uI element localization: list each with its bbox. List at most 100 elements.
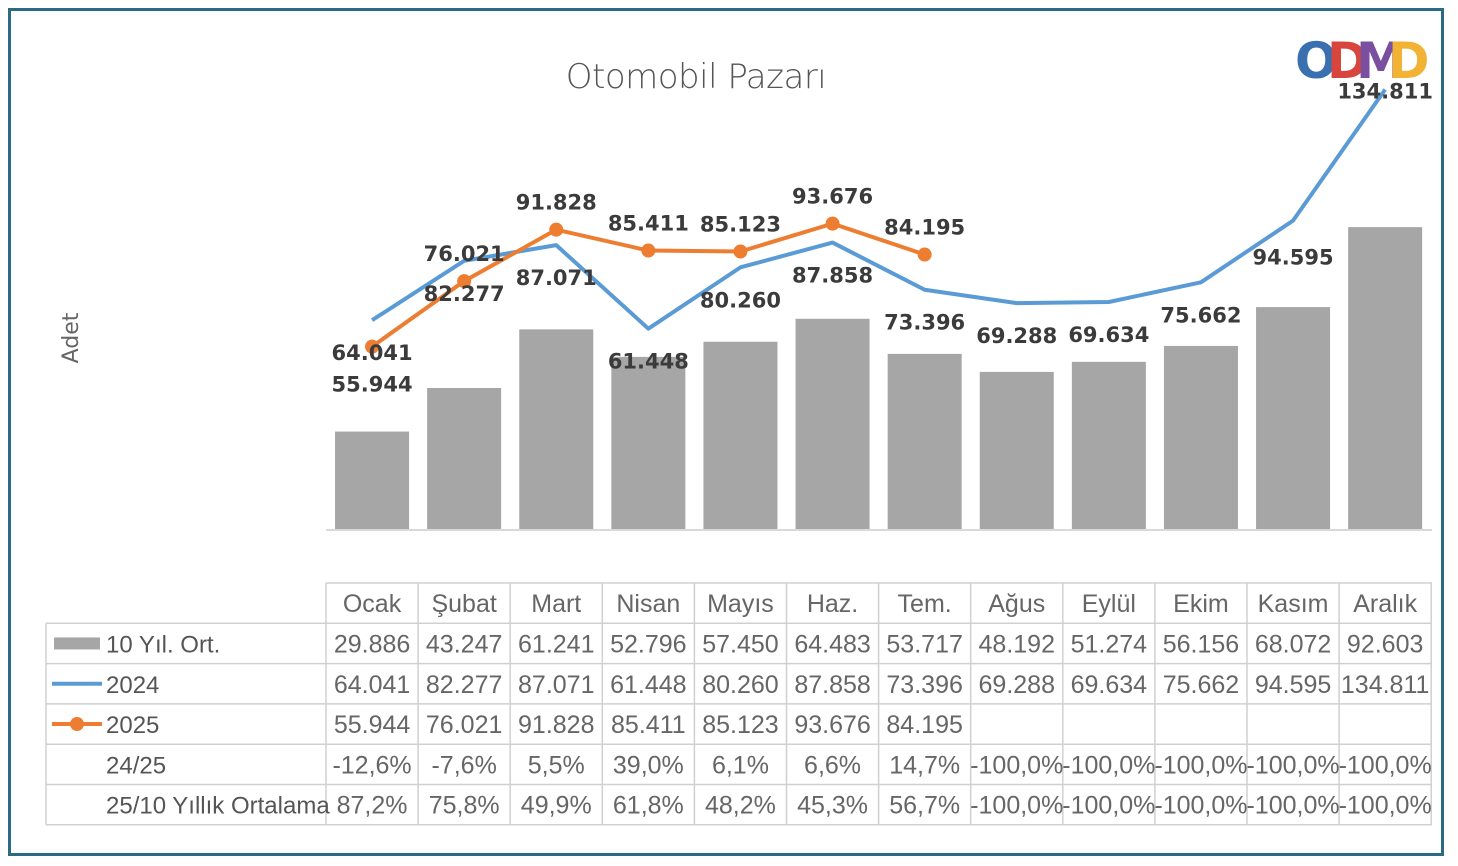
- table-cell: 52.796: [610, 630, 686, 658]
- bar: [611, 356, 686, 529]
- table-cell: 85.411: [611, 711, 686, 739]
- table-cell: -100,0%: [1154, 751, 1247, 779]
- data-label-2024: 61.448: [608, 350, 689, 374]
- table-cell: 29.886: [334, 630, 410, 658]
- table-cell: -100,0%: [1339, 792, 1432, 820]
- table-header-cell: Ağus: [988, 590, 1045, 618]
- table-header-cell: Mart: [531, 590, 581, 618]
- table-cell: 68.072: [1255, 630, 1331, 658]
- bar: [1071, 361, 1146, 529]
- table-header-cell: Kasım: [1258, 590, 1329, 618]
- table-cell: 75,8%: [429, 792, 500, 820]
- chart-title: Otomobil Pazarı: [566, 57, 827, 97]
- table-cell: 61.241: [518, 630, 594, 658]
- table-cell: 49,9%: [521, 792, 592, 820]
- table-header-cell: Mayıs: [707, 590, 774, 618]
- table-cell: -100,0%: [1062, 792, 1155, 820]
- table-row-header: 2025: [106, 712, 159, 739]
- table-cell: 64.483: [794, 630, 870, 658]
- table-row-header: 2024: [106, 672, 159, 699]
- bar: [519, 329, 594, 529]
- table-cell: 51.274: [1071, 630, 1148, 658]
- y-axis-label: Adet: [59, 312, 84, 363]
- data-label-2025: 93.676: [792, 185, 873, 209]
- data-label-2024: 87.858: [792, 264, 873, 288]
- table-cell: 64.041: [334, 671, 410, 699]
- table-cell: 85.123: [702, 711, 778, 739]
- table-cell: -100,0%: [1154, 792, 1247, 820]
- data-label-2025: 91.828: [516, 191, 597, 215]
- table-cell: -12,6%: [332, 751, 411, 779]
- table-cell: 76.021: [426, 711, 502, 739]
- table-cell: 93.676: [794, 711, 870, 739]
- table-cell: 56,7%: [889, 792, 960, 820]
- table-header-cell: Tem.: [898, 590, 952, 618]
- table-cell: -100,0%: [1062, 751, 1155, 779]
- bar: [703, 341, 778, 529]
- table-cell: 45,3%: [797, 792, 868, 820]
- table-cell: 53.717: [886, 630, 962, 658]
- data-label-2024: 64.041: [332, 341, 413, 365]
- table-cell: 87,2%: [337, 792, 408, 820]
- bar: [335, 431, 410, 529]
- table-cell: 48.192: [979, 630, 1055, 658]
- table-cell: 57.450: [702, 630, 778, 658]
- table-row-header: 10 Yıl. Ort.: [106, 631, 220, 658]
- data-label-2024: 75.662: [1160, 303, 1241, 327]
- table-cell: 73.396: [886, 671, 962, 699]
- table-cell: -100,0%: [1246, 751, 1339, 779]
- table-cell: 82.277: [426, 671, 502, 699]
- table-row-header: 25/10 Yıllık Ortalama: [106, 793, 330, 820]
- table-header-cell: Şubat: [431, 590, 496, 618]
- series-marker-2025: [917, 247, 932, 262]
- logo-letter: M: [1356, 32, 1402, 90]
- table-cell: 6,6%: [804, 751, 861, 779]
- table-cell: 43.247: [426, 630, 502, 658]
- table-cell: -100,0%: [1339, 751, 1432, 779]
- table-cell: 61.448: [610, 671, 686, 699]
- data-label-2024: 87.071: [516, 266, 597, 290]
- data-label-2025: 85.123: [700, 212, 781, 236]
- data-label-2024: 69.634: [1068, 323, 1149, 347]
- data-label-2025: 55.944: [332, 373, 413, 397]
- table-cell: 91.828: [518, 711, 594, 739]
- table-header-cell: Nisan: [616, 590, 680, 618]
- table-cell: -100,0%: [970, 792, 1063, 820]
- data-label-2025: 84.195: [884, 216, 965, 240]
- table-cell: -7,6%: [431, 751, 496, 779]
- data-label-2024: 82.277: [424, 282, 505, 306]
- table-cell: 5,5%: [528, 751, 585, 779]
- data-label-2024: 134.811: [1337, 80, 1433, 104]
- bar: [795, 318, 870, 529]
- table-cell: 92.603: [1347, 630, 1423, 658]
- series-marker-2025: [733, 244, 748, 259]
- table-cell: -100,0%: [970, 751, 1063, 779]
- table-cell: 55.944: [334, 711, 411, 739]
- table-cell: 84.195: [886, 711, 962, 739]
- bar: [427, 388, 502, 529]
- table-cell: -100,0%: [1246, 792, 1339, 820]
- series-marker-2025: [365, 339, 380, 354]
- table-header-cell: Ocak: [343, 590, 402, 618]
- bar: [1256, 307, 1331, 529]
- bar: [1163, 345, 1238, 529]
- series-marker-2025: [641, 243, 656, 258]
- table-cell: 80.260: [702, 671, 778, 699]
- table-cell: 48,2%: [705, 792, 776, 820]
- data-label-2025: 85.411: [608, 212, 689, 236]
- table-cell: 87.858: [794, 671, 870, 699]
- table-cell: 14,7%: [889, 751, 960, 779]
- table-cell: 56.156: [1163, 630, 1239, 658]
- data-label-2025: 76.021: [424, 242, 505, 266]
- bar: [887, 353, 962, 529]
- table-cell: 39,0%: [613, 751, 684, 779]
- table-header-cell: Haz.: [807, 590, 858, 618]
- data-label-2024: 80.260: [700, 288, 781, 312]
- table-cell: 61,8%: [613, 792, 684, 820]
- table-cell: 75.662: [1163, 671, 1239, 699]
- table-row-header: 24/25: [106, 752, 166, 779]
- table-cell: 87.071: [518, 671, 594, 699]
- bar: [979, 371, 1054, 529]
- data-label-2024: 73.396: [884, 311, 965, 335]
